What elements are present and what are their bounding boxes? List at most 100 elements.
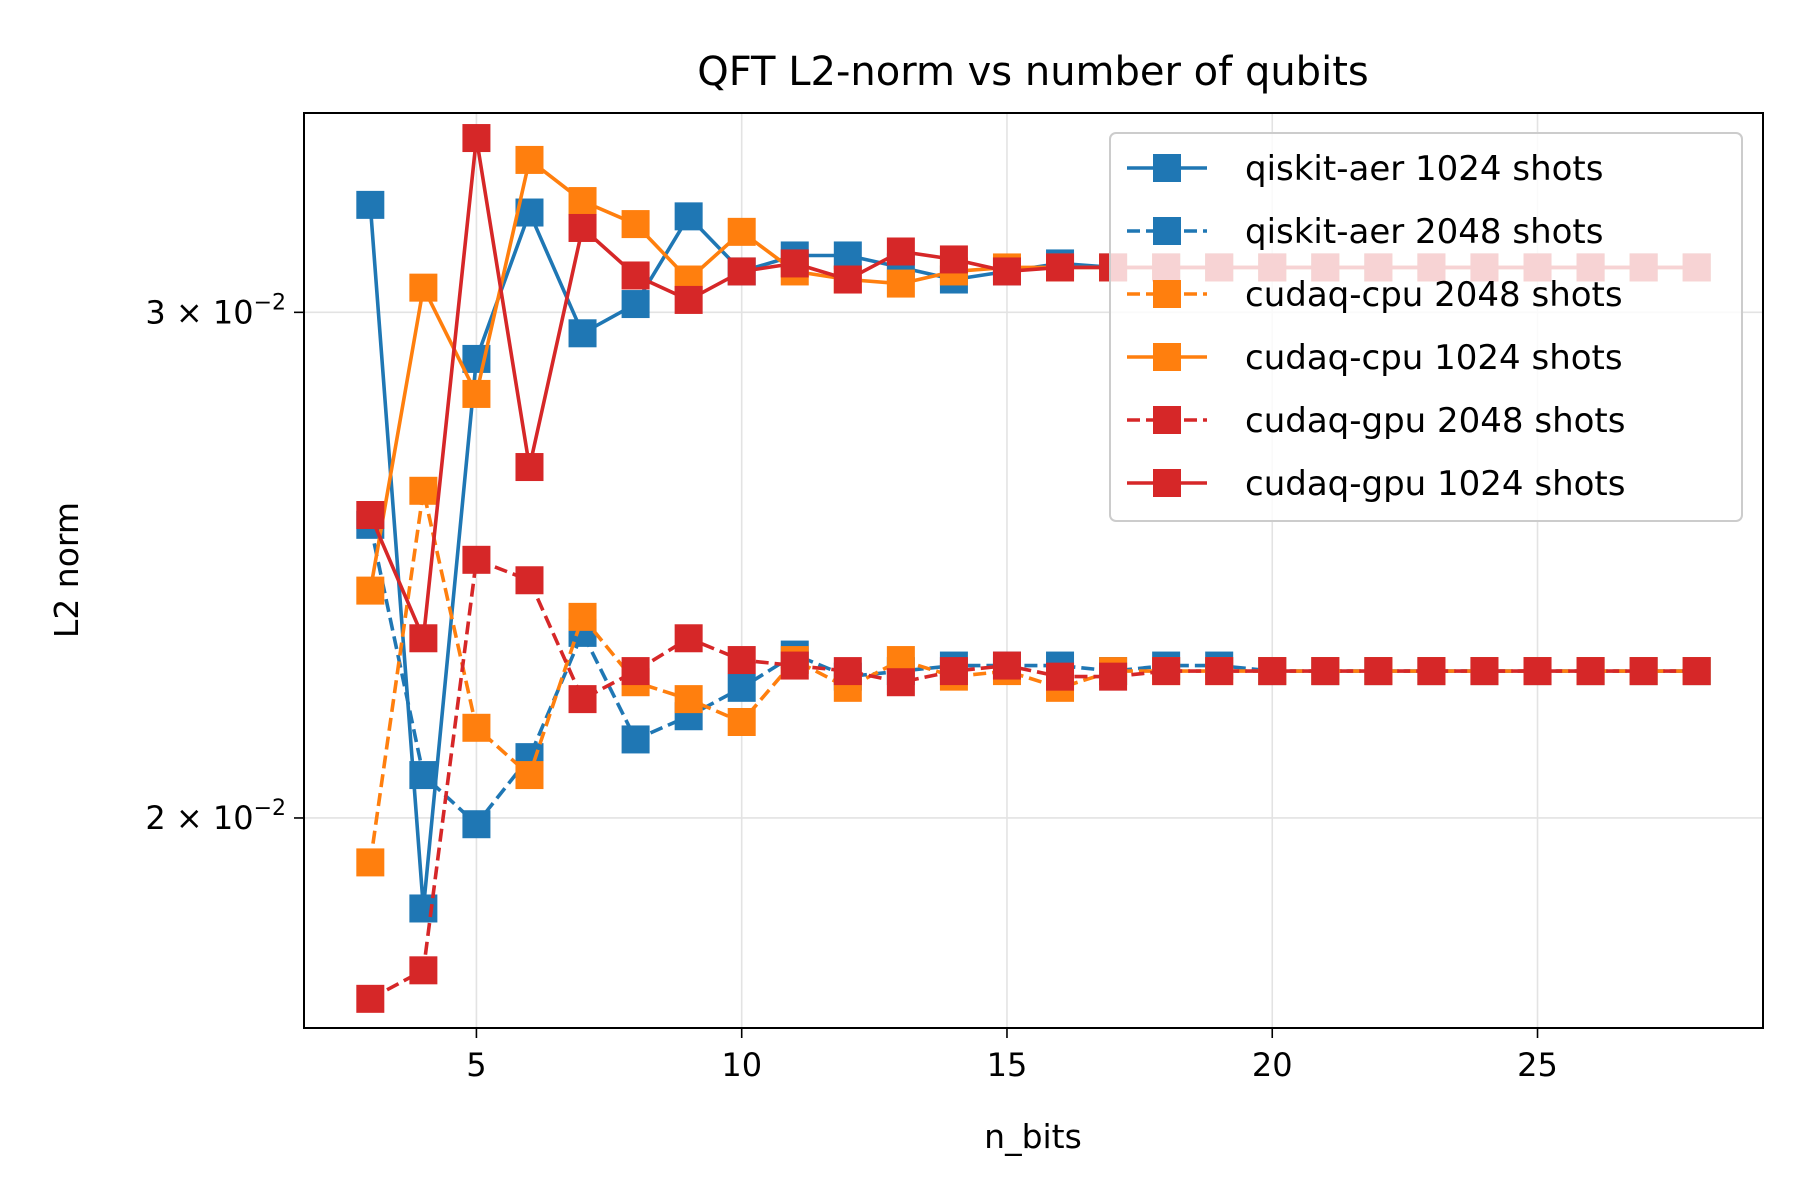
series-4	[356, 545, 1711, 1013]
legend-entry: cudaq-gpu 2048 shots	[1127, 401, 1625, 441]
data-point	[462, 124, 491, 153]
legend-entry: cudaq-cpu 2048 shots	[1127, 275, 1623, 315]
legend-marker	[1153, 217, 1181, 245]
data-point	[1311, 657, 1340, 686]
data-point	[356, 190, 385, 219]
data-point	[409, 624, 438, 653]
series-line	[368, 524, 1697, 827]
data-point	[621, 210, 650, 239]
data-point	[1629, 657, 1658, 686]
data-point	[356, 848, 385, 877]
data-point	[674, 285, 703, 314]
data-point	[674, 202, 703, 231]
legend-label: qiskit-aer 2048 shots	[1245, 212, 1603, 252]
data-point	[674, 685, 703, 714]
data-point	[515, 145, 544, 174]
data-point	[621, 261, 650, 290]
x-tick-label: 20	[1252, 1046, 1293, 1084]
data-point	[462, 810, 491, 839]
legend-entry: cudaq-gpu 1024 shots	[1127, 464, 1625, 504]
data-point	[621, 290, 650, 319]
data-point	[674, 624, 703, 653]
data-point	[833, 657, 862, 686]
chart-title: QFT L2-norm vs number of qubits	[697, 49, 1368, 95]
legend-marker	[1153, 343, 1181, 371]
data-point	[780, 651, 809, 680]
data-point	[568, 187, 597, 216]
legend-marker	[1153, 154, 1181, 182]
data-point	[568, 602, 597, 631]
legend-label: cudaq-gpu 2048 shots	[1245, 401, 1625, 441]
plot-frame	[303, 112, 1764, 1029]
data-point	[939, 245, 968, 274]
data-point	[939, 657, 968, 686]
y-tick-label: 3 × 10−2	[145, 290, 286, 331]
data-point	[409, 761, 438, 790]
data-point	[727, 257, 756, 286]
legend-marker	[1153, 406, 1181, 434]
data-point	[1682, 657, 1711, 686]
data-point	[1046, 662, 1075, 691]
data-point	[1046, 253, 1075, 282]
data-point	[780, 249, 809, 278]
data-point	[727, 707, 756, 736]
data-point	[515, 566, 544, 595]
x-axis-label: n_bits	[984, 1117, 1082, 1156]
x-axis-ticks: 5 10 15 20 25	[466, 1028, 1558, 1084]
data-point	[886, 269, 915, 298]
data-point	[886, 237, 915, 266]
data-point	[409, 476, 438, 505]
legend-marker	[1153, 469, 1181, 497]
y-axis-label: L2 norm	[47, 502, 86, 638]
data-point	[1364, 657, 1393, 686]
data-point	[462, 713, 491, 742]
x-tick-label: 15	[987, 1046, 1028, 1084]
data-point	[727, 673, 756, 702]
y-tick-label: 2 × 10−2	[145, 796, 286, 837]
legend-label: cudaq-cpu 2048 shots	[1245, 275, 1623, 315]
x-tick-label: 5	[466, 1046, 486, 1084]
legend-entry: qiskit-aer 1024 shots	[1127, 149, 1603, 189]
data-point	[833, 265, 862, 294]
data-point	[409, 273, 438, 302]
data-point	[568, 685, 597, 714]
x-tick-label: 10	[721, 1046, 762, 1084]
legend-label: qiskit-aer 1024 shots	[1245, 149, 1603, 189]
series-line	[368, 488, 1697, 863]
data-point	[515, 453, 544, 482]
data-point	[1258, 657, 1287, 686]
legend-marker	[1153, 280, 1181, 308]
data-point	[727, 646, 756, 675]
legend-entries: qiskit-aer 1024 shots qiskit-aer 2048 sho…	[1127, 149, 1625, 504]
legend-label: cudaq-cpu 1024 shots	[1245, 338, 1623, 378]
data-point	[886, 668, 915, 697]
data-point	[462, 379, 491, 408]
legend-box	[1109, 132, 1743, 522]
data-point	[1205, 657, 1234, 686]
data-point	[621, 725, 650, 754]
data-point	[992, 651, 1021, 680]
data-point	[833, 241, 862, 270]
x-tick-label: 25	[1517, 1046, 1558, 1084]
data-point	[1523, 657, 1552, 686]
y-axis-ticks: 2 × 10−2 3 × 10−2	[145, 290, 304, 837]
data-point	[1099, 662, 1128, 691]
legend: qiskit-aer 1024 shots qiskit-aer 2048 sho…	[1109, 132, 1743, 522]
legend-entry: cudaq-cpu 1024 shots	[1127, 338, 1623, 378]
data-point	[1576, 657, 1605, 686]
data-point	[568, 213, 597, 242]
legend-label: cudaq-gpu 1024 shots	[1245, 464, 1625, 504]
data-point	[992, 257, 1021, 286]
data-point	[356, 501, 385, 530]
data-point	[409, 956, 438, 985]
data-point	[621, 657, 650, 686]
data-point	[1152, 657, 1181, 686]
data-point	[515, 761, 544, 790]
data-point	[356, 576, 385, 605]
legend-entry: qiskit-aer 2048 shots	[1127, 212, 1603, 252]
data-point	[1470, 657, 1499, 686]
data-point	[568, 319, 597, 348]
data-point	[1417, 657, 1446, 686]
data-point	[462, 545, 491, 574]
